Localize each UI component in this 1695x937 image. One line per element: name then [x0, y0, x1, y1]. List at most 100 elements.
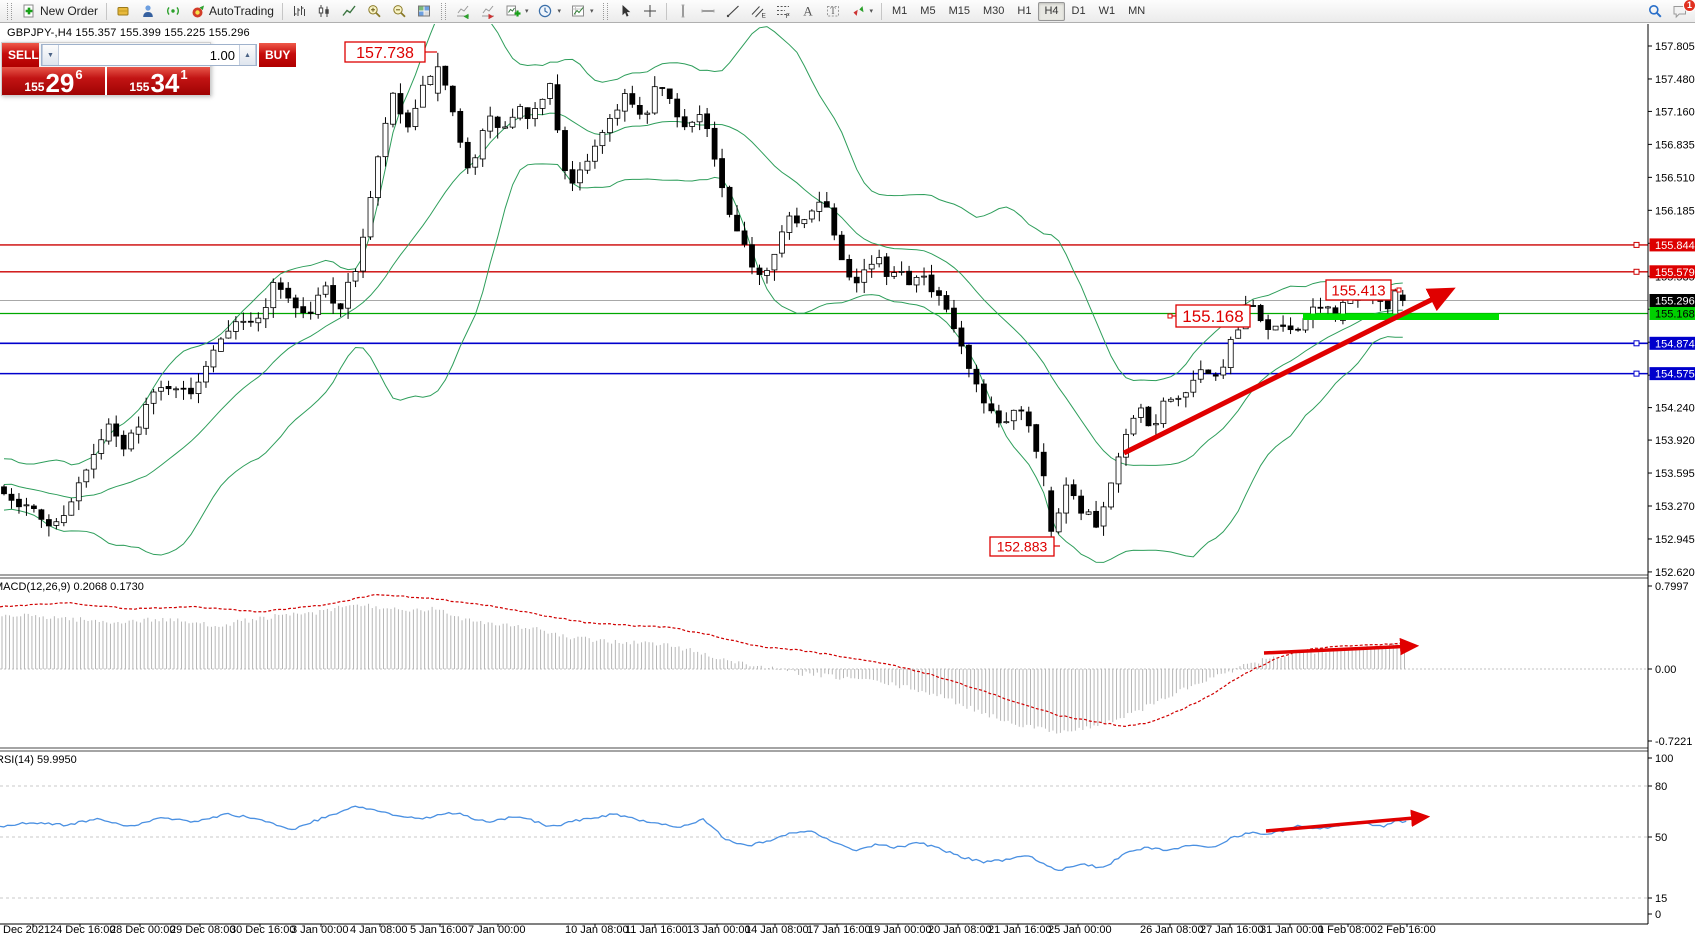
- price-annotation-box[interactable]: [1175, 304, 1251, 328]
- trend-arrow[interactable]: [1265, 809, 1431, 833]
- timeframe-m15-button[interactable]: M15: [948, 5, 970, 17]
- new-chart-icon[interactable]: ▾: [501, 0, 533, 22]
- time-label[interactable]: 3 Jan 00:00: [291, 924, 349, 936]
- chat-icon[interactable]: 1: [1668, 0, 1695, 22]
- zoom-in-icon[interactable]: [362, 0, 386, 22]
- chart-shift-icon[interactable]: [476, 0, 500, 22]
- dropdown-chevron-icon[interactable]: ▾: [557, 8, 561, 15]
- arrows-icon[interactable]: ▾: [846, 0, 878, 22]
- trend-arrow[interactable]: [1122, 287, 1456, 456]
- buy-button[interactable]: BUY: [259, 43, 296, 67]
- price-annotation-text: 157.738: [356, 45, 414, 62]
- text-icon[interactable]: A: [796, 0, 820, 22]
- time-label[interactable]: 31 Jan 00:00: [1260, 924, 1324, 936]
- timeframe-h1-button[interactable]: H1: [1017, 5, 1032, 17]
- toolbar-grip: [7, 2, 12, 20]
- volume-input[interactable]: [59, 45, 239, 65]
- tile-windows-icon[interactable]: [412, 0, 436, 22]
- time-label[interactable]: 27 Jan 16:00: [1200, 924, 1264, 936]
- expert-advisors-icon[interactable]: [136, 0, 160, 22]
- text-label-icon: T: [826, 6, 839, 17]
- signals-icon[interactable]: [161, 0, 185, 22]
- ask-price[interactable]: 155 34 1: [107, 67, 210, 98]
- price-annotation-box[interactable]: [989, 536, 1055, 557]
- arrows-icon: [853, 6, 863, 16]
- toolbar-sep: [665, 2, 667, 20]
- time-label[interactable]: 4 Jan 08:00: [350, 924, 408, 936]
- period-icon[interactable]: ▾: [533, 0, 565, 22]
- price-badge: [1649, 293, 1695, 307]
- time-label[interactable]: 10 Jan 08:00: [565, 924, 629, 936]
- zoom-in-icon: [368, 5, 381, 18]
- rsi-line: [0, 805, 1407, 872]
- horizontal-line-icon[interactable]: [696, 0, 720, 22]
- equidistant-channel-icon[interactable]: E: [746, 0, 770, 22]
- time-label[interactable]: 1 Feb 08:00: [1318, 924, 1377, 936]
- bar-chart-icon[interactable]: [287, 0, 311, 22]
- svg-text:153.920: 153.920: [1655, 435, 1695, 447]
- fibonacci-icon[interactable]: F: [771, 0, 795, 22]
- zoom-out-icon[interactable]: [387, 0, 411, 22]
- autotrading-button[interactable]: AutoTrading: [186, 0, 278, 22]
- dropdown-chevron-icon[interactable]: ▾: [589, 8, 594, 15]
- timeframe-h4-button[interactable]: H4: [1038, 1, 1065, 21]
- sell-button[interactable]: SELL: [2, 43, 39, 67]
- auto-scroll-icon[interactable]: [451, 0, 475, 22]
- time-label[interactable]: 25 Jan 00:00: [1048, 924, 1112, 936]
- search-icon[interactable]: [1643, 0, 1667, 22]
- dropdown-chevron-icon[interactable]: ▾: [524, 8, 529, 15]
- templates-icon: [571, 5, 584, 17]
- cursor-icon[interactable]: [613, 0, 637, 22]
- timeframe-d1-button[interactable]: D1: [1071, 5, 1086, 17]
- time-label[interactable]: 20 Jan 08:00: [928, 924, 992, 936]
- time-label[interactable]: 17 Jan 16:00: [807, 924, 871, 936]
- time-label[interactable]: 11 Jan 16:00: [625, 924, 688, 936]
- new-order-button[interactable]: New Order: [17, 0, 102, 22]
- svg-text:157.805: 157.805: [1655, 41, 1695, 53]
- time-label[interactable]: 30 Dec 16:00: [230, 924, 295, 936]
- time-label[interactable]: 28 Dec 00:00: [110, 924, 175, 936]
- main-toolbar: New Order AutoTrading ▾ ▾ ▾ E F A T ▾ M1 M5 M15 M30 H1…: [0, 0, 1695, 23]
- templates-icon[interactable]: ▾: [566, 0, 598, 22]
- svg-text:152.945: 152.945: [1655, 534, 1695, 546]
- time-label[interactable]: Dec 2021: [3, 924, 50, 936]
- candlestick-chart-icon[interactable]: [312, 0, 336, 22]
- timeframe-m5-button[interactable]: M5: [920, 5, 936, 17]
- price-annotation-box[interactable]: [344, 41, 426, 63]
- trendline-icon[interactable]: [721, 0, 745, 22]
- volume-increase-button[interactable]: ▲: [239, 45, 256, 65]
- svg-text:156.510: 156.510: [1655, 172, 1695, 184]
- time-label[interactable]: 14 Jan 08:00: [745, 924, 809, 936]
- price-annotation-box[interactable]: [1325, 279, 1392, 301]
- time-label[interactable]: 19 Jan 00:00: [868, 924, 932, 936]
- bid-fraction: 6: [75, 67, 83, 82]
- time-label[interactable]: 7 Jan 00:00: [468, 924, 526, 936]
- time-label[interactable]: 2 Feb 16:00: [1377, 924, 1436, 936]
- time-label[interactable]: 21 Jan 16:00: [988, 924, 1052, 936]
- trend-arrow[interactable]: [1263, 637, 1420, 656]
- chart-window-icon[interactable]: [111, 0, 135, 22]
- dropdown-chevron-icon[interactable]: ▾: [869, 8, 874, 15]
- timeframe-w1-button[interactable]: W1: [1098, 5, 1116, 17]
- time-label[interactable]: 24 Dec 16:00: [50, 924, 115, 936]
- time-label[interactable]: 29 Dec 08:00: [170, 924, 235, 936]
- crosshair-icon[interactable]: [638, 0, 662, 22]
- svg-text:157.160: 157.160: [1655, 106, 1695, 118]
- timeframe-m1-button[interactable]: M1: [892, 5, 908, 17]
- timeframe-mn-button[interactable]: MN: [1128, 5, 1146, 17]
- time-label[interactable]: 5 Jan 16:00: [410, 924, 468, 936]
- timeframe-m30-button[interactable]: M30: [982, 5, 1005, 17]
- rsi-indicator-label: RSI(14) 59.9950: [0, 754, 77, 766]
- volume-decrease-button[interactable]: ▼: [42, 45, 59, 65]
- time-label[interactable]: 13 Jan 00:00: [687, 924, 751, 936]
- text-label-icon[interactable]: T: [821, 0, 845, 22]
- ask-pips: 34: [150, 68, 180, 98]
- bid-price[interactable]: 155 29 6: [2, 67, 105, 96]
- svg-text:0: 0: [1655, 909, 1661, 921]
- time-label[interactable]: 26 Jan 08:00: [1140, 924, 1204, 936]
- vertical-line-icon[interactable]: [671, 0, 695, 22]
- line-chart-icon[interactable]: [337, 0, 361, 22]
- line-chart-icon: [342, 5, 356, 16]
